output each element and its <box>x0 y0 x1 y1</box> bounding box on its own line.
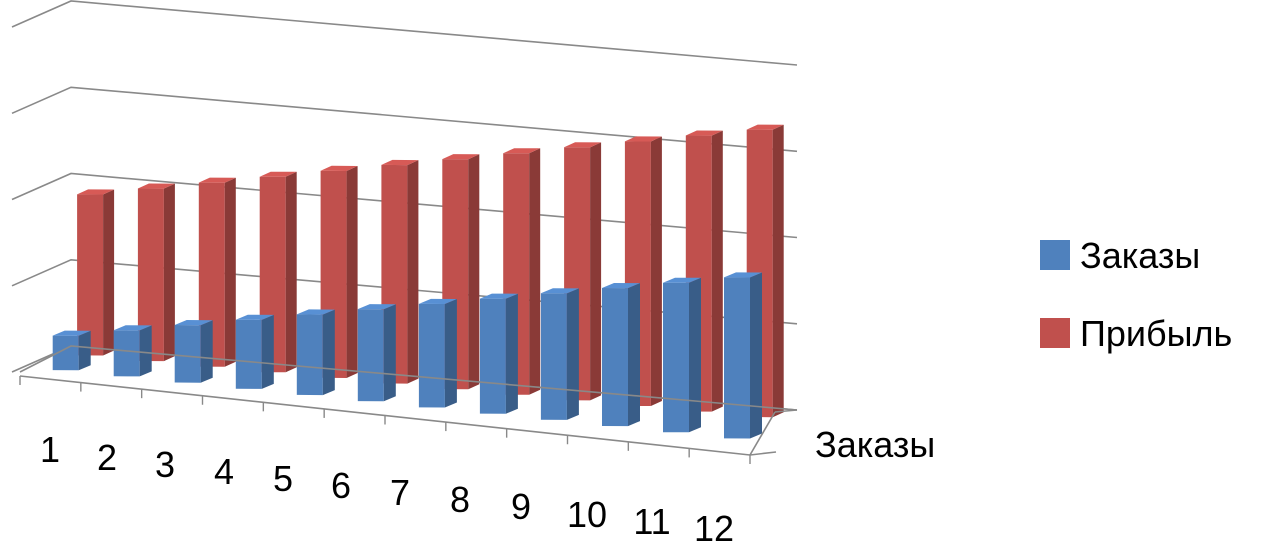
bar-top <box>259 171 297 177</box>
bar-top <box>357 304 396 310</box>
bar-orders-8 <box>479 298 506 414</box>
bar-top <box>52 330 91 336</box>
x-tick-label-5: 5 <box>273 458 293 499</box>
bar-orders-5 <box>296 314 323 396</box>
depth-tick <box>749 451 777 456</box>
bar-top <box>418 298 457 304</box>
bar-top <box>602 283 640 289</box>
bar-side <box>224 177 236 367</box>
bar-side <box>505 293 518 414</box>
bar-side <box>750 272 762 439</box>
bar-side <box>407 160 419 384</box>
bar-top <box>198 177 236 183</box>
floor-right-edge <box>749 411 776 456</box>
bar-top <box>137 183 175 189</box>
bar-top <box>235 314 274 320</box>
bar-side <box>139 325 152 377</box>
bar-top <box>296 309 335 315</box>
x-tick-label-3: 3 <box>155 444 175 485</box>
bar-orders-2 <box>113 330 140 377</box>
bar-side <box>103 189 115 356</box>
x-tick-labels: 1 2 3 4 5 6 7 8 9 10 11 12 <box>40 429 734 542</box>
depth-tick <box>774 409 798 413</box>
bar-side <box>628 283 640 427</box>
axes <box>19 345 798 464</box>
x-tick-label-2: 2 <box>97 437 117 478</box>
series-front-bars <box>52 272 762 439</box>
x-tick-label-8: 8 <box>450 479 470 520</box>
bar-side <box>78 330 91 371</box>
bar-top <box>564 142 602 148</box>
bar-top <box>442 154 480 160</box>
x-tick-label-10: 10 <box>567 494 607 535</box>
bar-top <box>113 325 152 331</box>
bar-side <box>322 309 335 396</box>
bar-top <box>381 159 419 166</box>
bar-top <box>479 293 518 299</box>
bar-profit-1 <box>77 194 104 356</box>
x-tick-label-9: 9 <box>511 486 531 527</box>
floor-back-edge <box>19 345 798 411</box>
legend-swatch-orders <box>1040 240 1070 270</box>
bar-side <box>261 314 274 389</box>
depth-axis-label: Заказы <box>815 424 935 465</box>
bar-side <box>689 277 701 433</box>
bar-orders-9 <box>540 293 567 420</box>
bar-side <box>444 299 457 408</box>
bar-top <box>663 277 701 283</box>
bar-side <box>772 124 784 418</box>
bar-side <box>383 304 396 402</box>
legend: Заказы Прибыль <box>1040 235 1232 354</box>
x-tick-label-11: 11 <box>633 501 670 542</box>
bar-top <box>746 124 784 130</box>
bar-orders-6 <box>357 309 384 402</box>
bar-orders-3 <box>174 325 201 383</box>
bar-profit-2 <box>137 188 164 362</box>
bar-side <box>566 288 579 420</box>
x-tick-label-6: 6 <box>331 465 351 506</box>
bar-orders-11 <box>663 282 689 433</box>
x-tick-label-1: 1 <box>40 429 60 470</box>
bar-top <box>320 165 358 171</box>
bar-side <box>200 320 213 383</box>
bar-orders-12 <box>724 277 750 439</box>
bar-top <box>624 136 662 142</box>
bar-top <box>724 272 762 278</box>
bar-top <box>77 189 115 195</box>
bar-orders-10 <box>602 288 628 427</box>
legend-swatch-profit <box>1040 318 1070 348</box>
bar-top <box>174 320 213 326</box>
bar-side <box>650 136 662 406</box>
bar-side <box>468 154 480 390</box>
gridline <box>11 172 798 239</box>
bar-orders-4 <box>235 319 262 389</box>
x-tick-label-4: 4 <box>214 451 234 492</box>
legend-label-orders: Заказы <box>1080 235 1200 276</box>
x-tick-label-7: 7 <box>390 472 410 513</box>
bar-top <box>685 130 723 136</box>
bar-side <box>163 183 175 362</box>
bar-side <box>346 166 358 378</box>
bar-side <box>529 148 541 395</box>
bar-top <box>503 148 541 154</box>
bar-orders-1 <box>52 335 79 371</box>
bar-top <box>540 288 579 294</box>
bar-side <box>590 142 602 401</box>
bar-side <box>285 171 297 373</box>
x-tick-label-12: 12 <box>694 508 734 542</box>
legend-label-profit: Прибыль <box>1080 313 1232 354</box>
bar-orders-7 <box>418 303 445 408</box>
gridline <box>11 86 798 153</box>
gridline <box>11 0 798 66</box>
bar-side <box>711 130 723 412</box>
